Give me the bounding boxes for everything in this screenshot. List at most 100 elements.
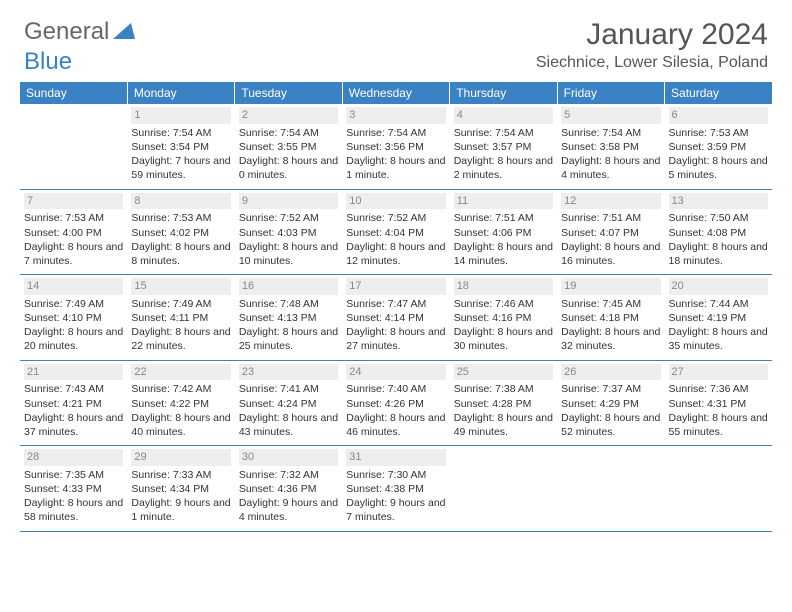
sunset-text: Sunset: 4:34 PM: [131, 482, 230, 496]
sunset-text: Sunset: 3:55 PM: [239, 140, 338, 154]
daylight-text: Daylight: 8 hours and 20 minutes.: [24, 325, 123, 353]
sunset-text: Sunset: 3:56 PM: [346, 140, 445, 154]
daylight-text: Daylight: 8 hours and 14 minutes.: [454, 240, 553, 268]
sunrise-text: Sunrise: 7:43 AM: [24, 382, 123, 396]
sunrise-text: Sunrise: 7:42 AM: [131, 382, 230, 396]
sunrise-text: Sunrise: 7:54 AM: [454, 126, 553, 140]
day-number: 9: [239, 193, 338, 210]
day-number: 14: [24, 278, 123, 295]
day-number: 10: [346, 193, 445, 210]
calendar-cell: 24Sunrise: 7:40 AMSunset: 4:26 PMDayligh…: [342, 360, 449, 446]
calendar-week-row: 1Sunrise: 7:54 AMSunset: 3:54 PMDaylight…: [20, 104, 772, 189]
daylight-text: Daylight: 8 hours and 52 minutes.: [561, 411, 660, 439]
daylight-text: Daylight: 8 hours and 40 minutes.: [131, 411, 230, 439]
day-number: 16: [239, 278, 338, 295]
daylight-text: Daylight: 8 hours and 25 minutes.: [239, 325, 338, 353]
daylight-text: Daylight: 8 hours and 30 minutes.: [454, 325, 553, 353]
brand-part1: General: [24, 18, 109, 46]
calendar-cell: 25Sunrise: 7:38 AMSunset: 4:28 PMDayligh…: [450, 360, 557, 446]
day-number: 28: [24, 449, 123, 466]
day-number: 15: [131, 278, 230, 295]
calendar-cell: 28Sunrise: 7:35 AMSunset: 4:33 PMDayligh…: [20, 446, 127, 532]
day-number: 2: [239, 107, 338, 124]
sunrise-text: Sunrise: 7:47 AM: [346, 297, 445, 311]
day-number: 21: [24, 364, 123, 381]
sunrise-text: Sunrise: 7:38 AM: [454, 382, 553, 396]
sunrise-text: Sunrise: 7:37 AM: [561, 382, 660, 396]
daylight-text: Daylight: 8 hours and 4 minutes.: [561, 154, 660, 182]
sunset-text: Sunset: 4:19 PM: [669, 311, 768, 325]
day-number: 11: [454, 193, 553, 210]
daylight-text: Daylight: 8 hours and 55 minutes.: [669, 411, 768, 439]
sunrise-text: Sunrise: 7:46 AM: [454, 297, 553, 311]
calendar-cell: 8Sunrise: 7:53 AMSunset: 4:02 PMDaylight…: [127, 189, 234, 275]
calendar-week-row: 28Sunrise: 7:35 AMSunset: 4:33 PMDayligh…: [20, 446, 772, 532]
daylight-text: Daylight: 8 hours and 2 minutes.: [454, 154, 553, 182]
calendar-cell: 20 Sunrise: 7:44 AMSunset: 4:19 PMDayligh…: [665, 275, 772, 361]
sunrise-text: Sunrise: 7:54 AM: [239, 126, 338, 140]
calendar-cell: 18Sunrise: 7:46 AMSunset: 4:16 PMDayligh…: [450, 275, 557, 361]
calendar-cell-empty: [20, 104, 127, 189]
sunrise-text: Sunrise: 7:52 AM: [346, 211, 445, 225]
daylight-text: Daylight: 8 hours and 32 minutes.: [561, 325, 660, 353]
day-number: 20: [669, 278, 768, 295]
calendar-week-row: 7Sunrise: 7:53 AMSunset: 4:00 PMDaylight…: [20, 189, 772, 275]
calendar-cell: 17Sunrise: 7:47 AMSunset: 4:14 PMDayligh…: [342, 275, 449, 361]
day-number: 8: [131, 193, 230, 210]
sunrise-text: Sunrise: 7:49 AM: [131, 297, 230, 311]
day-number: 6: [669, 107, 768, 124]
sunrise-text: Sunrise: 7:30 AM: [346, 468, 445, 482]
day-number: 1: [131, 107, 230, 124]
sunset-text: Sunset: 4:10 PM: [24, 311, 123, 325]
sunset-text: Sunset: 3:57 PM: [454, 140, 553, 154]
sunrise-text: Sunrise: 7:54 AM: [131, 126, 230, 140]
daylight-text: Daylight: 8 hours and 43 minutes.: [239, 411, 338, 439]
sunset-text: Sunset: 4:38 PM: [346, 482, 445, 496]
calendar-cell: 11Sunrise: 7:51 AMSunset: 4:06 PMDayligh…: [450, 189, 557, 275]
calendar-cell: 1Sunrise: 7:54 AMSunset: 3:54 PMDaylight…: [127, 104, 234, 189]
calendar-cell: 7Sunrise: 7:53 AMSunset: 4:00 PMDaylight…: [20, 189, 127, 275]
sunrise-text: Sunrise: 7:49 AM: [24, 297, 123, 311]
calendar-week-row: 14Sunrise: 7:49 AMSunset: 4:10 PMDayligh…: [20, 275, 772, 361]
brand-part2-wrap: Blue: [24, 48, 72, 76]
calendar-cell: 21Sunrise: 7:43 AMSunset: 4:21 PMDayligh…: [20, 360, 127, 446]
sunrise-text: Sunrise: 7:36 AM: [669, 382, 768, 396]
sunset-text: Sunset: 4:33 PM: [24, 482, 123, 496]
day-header: Saturday: [665, 82, 772, 104]
calendar-cell: 31 Sunrise: 7:30 AMSunset: 4:38 PMDayligh…: [342, 446, 449, 532]
calendar-cell: 5Sunrise: 7:54 AMSunset: 3:58 PMDaylight…: [557, 104, 664, 189]
daylight-text: Daylight: 8 hours and 35 minutes.: [669, 325, 768, 353]
month-title: January 2024: [536, 18, 768, 52]
sunrise-text: Sunrise: 7:53 AM: [131, 211, 230, 225]
sunrise-text: Sunrise: 7:54 AM: [561, 126, 660, 140]
daylight-text: Daylight: 8 hours and 27 minutes.: [346, 325, 445, 353]
calendar-cell: 19 Sunrise: 7:45 AMSunset: 4:18 PMDayligh…: [557, 275, 664, 361]
sunset-text: Sunset: 4:28 PM: [454, 397, 553, 411]
sunrise-text: Sunrise: 7:54 AM: [346, 126, 445, 140]
day-number: 19: [561, 278, 660, 295]
sunrise-text: Sunrise: 7:45 AM: [561, 297, 660, 311]
day-number: 5: [561, 107, 660, 124]
sunset-text: Sunset: 4:26 PM: [346, 397, 445, 411]
daylight-text: Daylight: 8 hours and 49 minutes.: [454, 411, 553, 439]
sunset-text: Sunset: 4:18 PM: [561, 311, 660, 325]
sunrise-text: Sunrise: 7:51 AM: [561, 211, 660, 225]
daylight-text: Daylight: 9 hours and 1 minute.: [131, 496, 230, 524]
sunrise-text: Sunrise: 7:44 AM: [669, 297, 768, 311]
day-number: 27: [669, 364, 768, 381]
calendar-cell: 15Sunrise: 7:49 AMSunset: 4:11 PMDayligh…: [127, 275, 234, 361]
sunset-text: Sunset: 4:22 PM: [131, 397, 230, 411]
daylight-text: Daylight: 8 hours and 8 minutes.: [131, 240, 230, 268]
day-number: 26: [561, 364, 660, 381]
day-number: 30: [239, 449, 338, 466]
page-header: General January 2024 Siechnice, Lower Si…: [0, 0, 792, 82]
daylight-text: Daylight: 9 hours and 7 minutes.: [346, 496, 445, 524]
calendar-cell: 3Sunrise: 7:54 AMSunset: 3:56 PMDaylight…: [342, 104, 449, 189]
day-number: 4: [454, 107, 553, 124]
sunrise-text: Sunrise: 7:50 AM: [669, 211, 768, 225]
calendar-cell: 14 Sunrise: 7:49 AMSunset: 4:10 PMDayligh…: [20, 275, 127, 361]
daylight-text: Daylight: 8 hours and 16 minutes.: [561, 240, 660, 268]
sunset-text: Sunset: 3:54 PM: [131, 140, 230, 154]
sunset-text: Sunset: 3:59 PM: [669, 140, 768, 154]
day-number: 31: [346, 449, 445, 466]
